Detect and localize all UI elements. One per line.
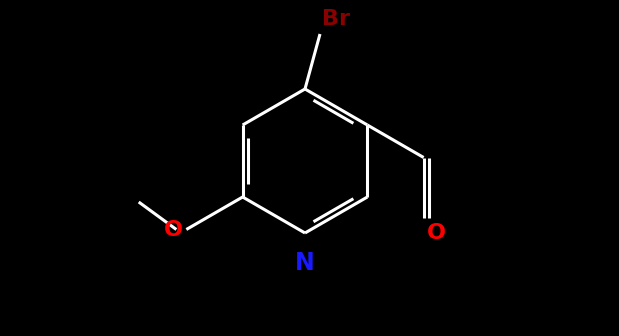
Text: O: O [165, 219, 183, 240]
Text: O: O [426, 222, 446, 243]
Text: N: N [295, 251, 315, 275]
Text: Br: Br [322, 9, 350, 29]
